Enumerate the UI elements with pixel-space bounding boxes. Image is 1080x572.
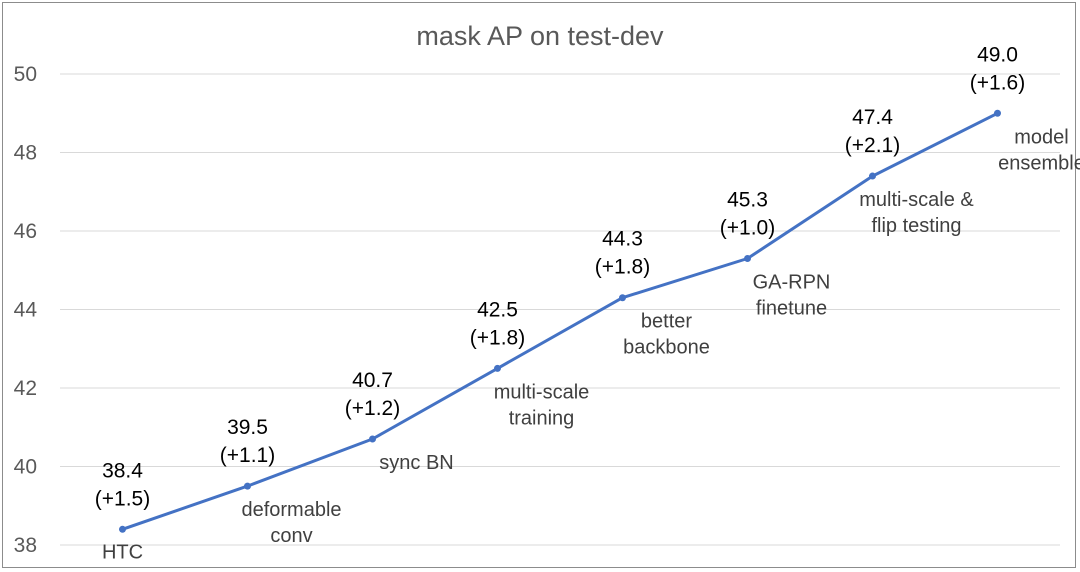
data-point-2 — [369, 435, 376, 443]
y-tick-40: 40 — [14, 456, 37, 479]
value-label: 49.0 — [977, 43, 1018, 66]
data-label-1: 39.5 (+1.1) — [220, 416, 275, 467]
delta-label: (+1.6) — [970, 71, 1025, 94]
category-label-line: deformable — [241, 499, 341, 521]
value-label: 45.3 — [727, 188, 768, 211]
y-tick-48: 48 — [14, 142, 37, 165]
y-tick-42: 42 — [14, 377, 37, 400]
chart-title: mask AP on test-dev — [416, 21, 664, 51]
data-labels: 38.4 (+1.5) 39.5 (+1.1) 40.7 (+1.2) 42.5 (+1.8)… — [95, 43, 1025, 510]
data-point-1 — [244, 482, 251, 490]
category-label-line: model — [1014, 126, 1068, 148]
data-point-4 — [619, 294, 626, 302]
data-point-3 — [494, 364, 501, 372]
delta-label: (+1.8) — [470, 326, 525, 349]
category-label-line: multi-scale — [494, 381, 590, 403]
category-label-1: deformable conv — [241, 499, 341, 547]
delta-label: (+1.0) — [720, 216, 775, 239]
y-axis-ticks: 38 40 42 44 46 48 50 — [14, 63, 38, 557]
category-label-6: multi-scale & flip testing — [859, 189, 974, 237]
value-label: 38.4 — [102, 459, 143, 482]
data-label-5: 45.3 (+1.0) — [720, 188, 775, 239]
category-label-line: ensemble — [998, 152, 1080, 174]
value-label: 40.7 — [352, 369, 393, 392]
data-point-5 — [744, 254, 751, 262]
category-label-5: GA-RPN finetune — [753, 271, 831, 319]
category-label-line: training — [509, 407, 575, 429]
value-label: 47.4 — [852, 106, 893, 129]
data-label-4: 44.3 (+1.8) — [595, 228, 650, 279]
value-label: 44.3 — [602, 228, 643, 251]
y-tick-50: 50 — [14, 63, 37, 86]
series-mask-ap — [119, 109, 1001, 533]
delta-label: (+1.5) — [95, 487, 150, 510]
category-label-line: sync BN — [379, 452, 453, 474]
value-label: 42.5 — [477, 298, 518, 321]
category-label-2: sync BN — [379, 452, 453, 474]
value-label: 39.5 — [227, 416, 268, 439]
data-point-0 — [119, 525, 126, 533]
delta-label: (+1.1) — [220, 444, 275, 467]
category-label-4: better backbone — [623, 311, 710, 359]
data-label-7: 49.0 (+1.6) — [970, 43, 1025, 94]
category-label-3: multi-scale training — [494, 381, 590, 429]
category-labels: HTC deformable conv sync BN multi-scale train… — [102, 126, 1080, 563]
category-label-7: model ensemble — [998, 126, 1080, 174]
category-label-line: GA-RPN — [753, 271, 831, 293]
gridlines — [60, 73, 1060, 546]
y-tick-44: 44 — [14, 299, 38, 322]
delta-label: (+2.1) — [845, 134, 900, 157]
series-line — [122, 111, 999, 531]
data-point-6 — [869, 172, 876, 180]
category-label-line: multi-scale & — [859, 189, 974, 211]
category-label-line: flip testing — [871, 215, 961, 237]
category-label-0: HTC — [102, 541, 143, 563]
data-label-2: 40.7 (+1.2) — [345, 369, 400, 420]
category-label-line: better — [641, 311, 692, 333]
y-tick-38: 38 — [14, 534, 37, 557]
delta-label: (+1.2) — [345, 397, 400, 420]
category-label-line: conv — [270, 525, 312, 547]
delta-label: (+1.8) — [595, 256, 650, 279]
data-point-7 — [994, 109, 1001, 117]
data-label-0: 38.4 (+1.5) — [95, 459, 150, 510]
y-tick-46: 46 — [14, 220, 37, 243]
data-label-6: 47.4 (+2.1) — [845, 106, 900, 157]
data-label-3: 42.5 (+1.8) — [470, 298, 525, 349]
category-label-line: HTC — [102, 541, 143, 563]
category-label-line: finetune — [756, 297, 827, 319]
category-label-line: backbone — [623, 337, 710, 359]
